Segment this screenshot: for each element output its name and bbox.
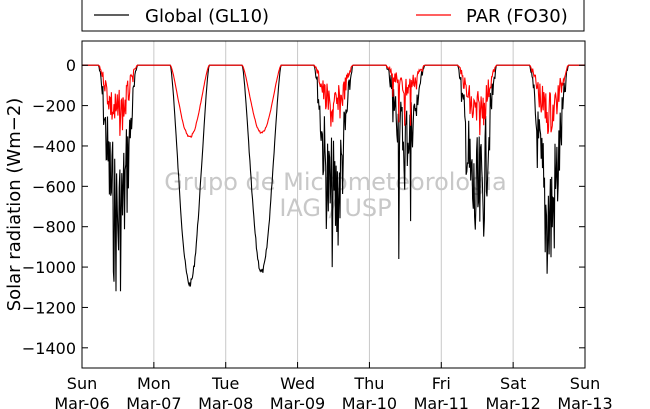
plot-background [82, 41, 585, 368]
legend-label-global: Global (GL10) [145, 6, 269, 27]
series-line-par [82, 64, 585, 139]
x-tick-label-date: Mar-07 [126, 394, 181, 409]
y-tick-label: −400 [32, 137, 76, 156]
x-tick-label-day: Sun [570, 374, 600, 393]
y-tick-label: −200 [32, 97, 76, 116]
x-tick-label-date: Mar-11 [414, 394, 469, 409]
legend-frame [81, 0, 585, 32]
x-tick-label-date: Mar-13 [557, 394, 612, 409]
y-tick-label: 0 [66, 56, 76, 75]
x-tick-label-date: Mar-08 [198, 394, 253, 409]
x-tick-label-date: Mar-12 [485, 394, 540, 409]
x-tick-label-date: Mar-06 [54, 394, 109, 409]
x-tick-label-day: Wed [280, 374, 315, 393]
y-tick-label: −600 [32, 177, 76, 196]
x-tick-label-day: Thu [353, 374, 384, 393]
y-tick-label: −1200 [22, 298, 76, 317]
x-tick-label-date: Mar-09 [270, 394, 325, 409]
x-tick-label-day: Mon [137, 374, 171, 393]
x-tick-label-day: Tue [211, 374, 239, 393]
y-tick-label: −1400 [22, 339, 76, 358]
y-tick-label: −800 [32, 218, 76, 237]
x-tick-label-day: Sun [67, 374, 97, 393]
x-tick-label-date: Mar-10 [342, 394, 397, 409]
plot-frame [81, 40, 586, 369]
legend-label-par: PAR (FO30) [466, 6, 568, 27]
x-tick-label-day: Fri [432, 374, 451, 393]
legend-box: Global (GL10) PAR (FO30) [81, 0, 585, 32]
y-tick-label: −1000 [22, 258, 76, 277]
x-tick-label-day: Sat [500, 374, 526, 393]
y-axis-label: Solar radiation (Wm−2) [4, 98, 25, 312]
